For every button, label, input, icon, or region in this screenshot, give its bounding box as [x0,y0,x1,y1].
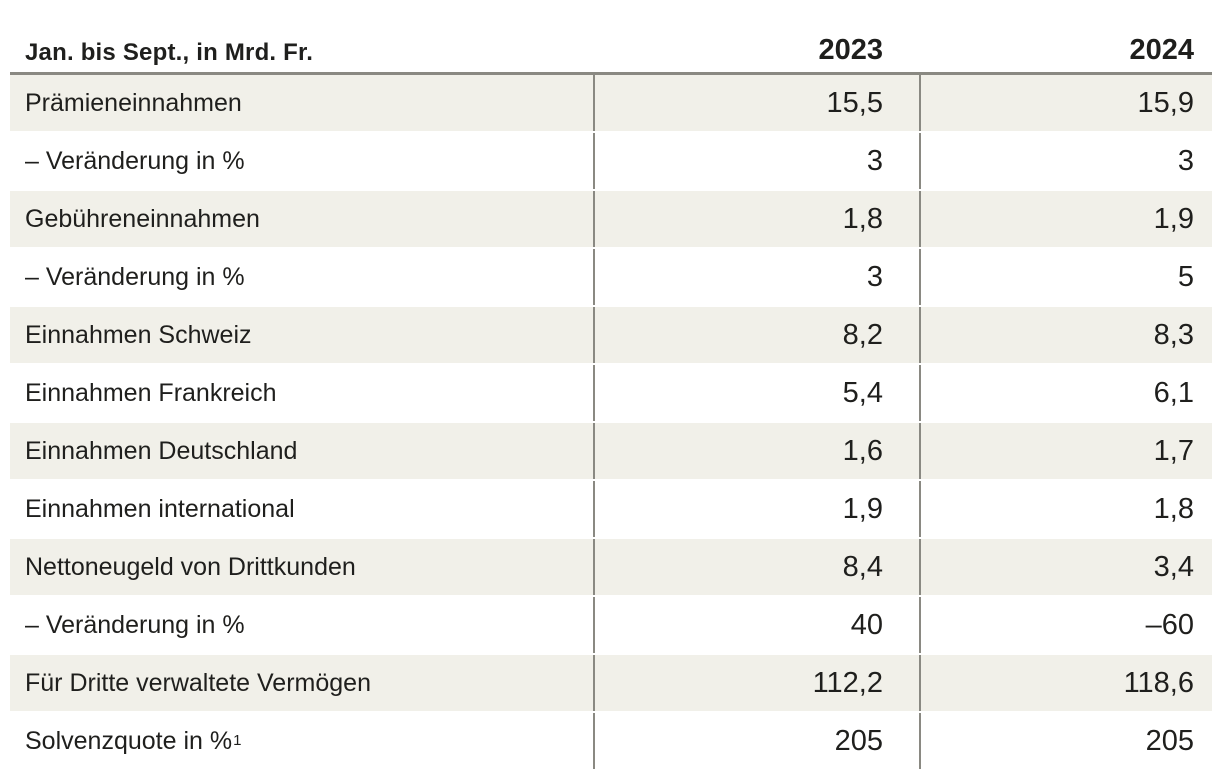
table-row: Prämieneinnahmen 15,5 15,9 [10,75,1212,133]
value-2023: 205 [593,713,919,769]
value-2024: 1,9 [919,191,1212,247]
value-2024: 1,7 [919,423,1212,479]
table-row: Nettoneugeld von Drittkunden 8,4 3,4 [10,539,1212,597]
value-2024: 205 [919,713,1212,769]
value-2024: 118,6 [919,655,1212,711]
column-header-2024: 2024 [1129,34,1194,66]
value-2023: 15,5 [593,75,919,131]
value-2024: 3,4 [919,539,1212,595]
table-row: Einnahmen international 1,9 1,8 [10,481,1212,539]
table-row: – Veränderung in % 3 3 [10,133,1212,191]
table-header-row: Jan. bis Sept., in Mrd. Fr. 2023 2024 [10,0,1212,72]
table-row: Für Dritte verwaltete Vermögen 112,2 118… [10,655,1212,713]
row-label: – Veränderung in % [10,249,593,305]
value-2023: 3 [593,249,919,305]
row-label: Prämieneinnahmen [10,75,593,131]
value-2023: 8,2 [593,307,919,363]
value-2024: 8,3 [919,307,1212,363]
row-label: – Veränderung in % [10,133,593,189]
row-label: Einnahmen Frankreich [10,365,593,421]
value-2024: –60 [919,597,1212,653]
value-2024: 5 [919,249,1212,305]
value-2024: 1,8 [919,481,1212,537]
table-body: Prämieneinnahmen 15,5 15,9 – Veränderung… [10,75,1212,771]
value-2024: 6,1 [919,365,1212,421]
value-2024: 3 [919,133,1212,189]
row-label: Für Dritte verwaltete Vermögen [10,655,593,711]
table-row: Einnahmen Frankreich 5,4 6,1 [10,365,1212,423]
value-2023: 1,8 [593,191,919,247]
row-label: Einnahmen Deutschland [10,423,593,479]
value-2023: 3 [593,133,919,189]
value-2023: 1,6 [593,423,919,479]
table-row: Gebühreneinnahmen 1,8 1,9 [10,191,1212,249]
value-2023: 40 [593,597,919,653]
row-label: Solvenzquote in % 1 [10,713,593,769]
value-2023: 8,4 [593,539,919,595]
financial-table: Jan. bis Sept., in Mrd. Fr. 2023 2024 Pr… [10,0,1212,771]
table-title: Jan. bis Sept., in Mrd. Fr. [25,39,314,66]
row-label: Gebühreneinnahmen [10,191,593,247]
table-row: Einnahmen Schweiz 8,2 8,3 [10,307,1212,365]
value-2023: 5,4 [593,365,919,421]
value-2024: 15,9 [919,75,1212,131]
column-header-2023: 2023 [818,34,883,66]
row-label: Einnahmen international [10,481,593,537]
value-2023: 112,2 [593,655,919,711]
table-row: – Veränderung in % 40 –60 [10,597,1212,655]
row-label: Einnahmen Schweiz [10,307,593,363]
row-label: – Veränderung in % [10,597,593,653]
table-row: Solvenzquote in % 1 205 205 [10,713,1212,771]
header-rule [10,72,1212,75]
value-2023: 1,9 [593,481,919,537]
row-label: Nettoneugeld von Drittkunden [10,539,593,595]
table-row: – Veränderung in % 3 5 [10,249,1212,307]
table-row: Einnahmen Deutschland 1,6 1,7 [10,423,1212,481]
